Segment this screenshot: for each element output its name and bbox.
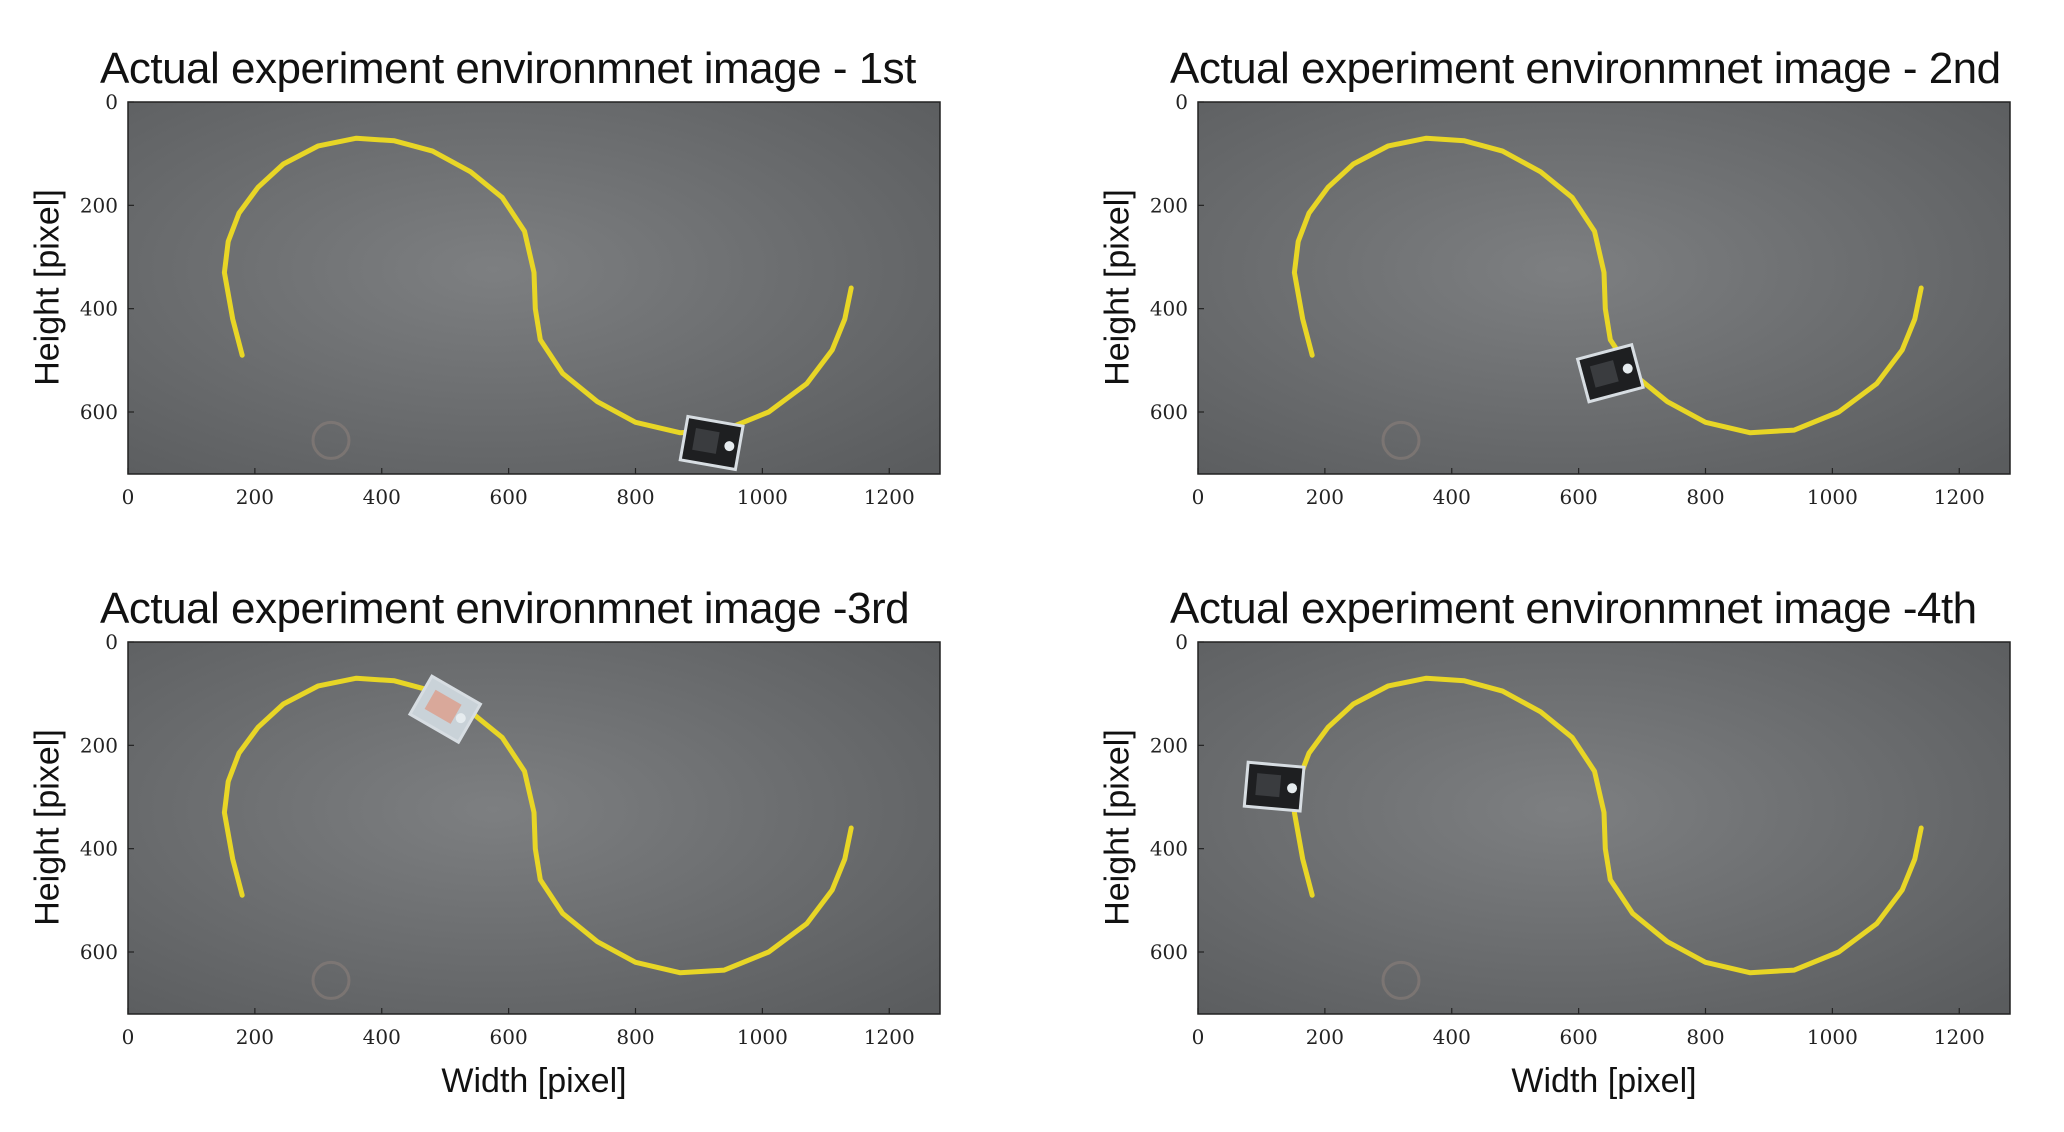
- y-tick-label: 600: [1150, 400, 1188, 424]
- y-tick-label: 200: [1150, 193, 1188, 217]
- axes-frame: [1197, 101, 2011, 475]
- x-tick-label: 400: [1433, 485, 1471, 509]
- robot-vehicle: [1575, 342, 1645, 404]
- yellow-track-line: [221, 675, 854, 976]
- robot-vehicle: [678, 414, 745, 472]
- y-tick-label: 600: [80, 400, 118, 424]
- x-tick-label: 1200: [1934, 485, 1985, 509]
- y-tick-label: 400: [80, 837, 118, 861]
- x-tick-label: 600: [490, 485, 528, 509]
- y-tick-label: 400: [80, 297, 118, 321]
- yellow-track-line: [1291, 135, 1924, 436]
- x-tick-label: 0: [1192, 1025, 1205, 1049]
- panel-title: Actual experiment environmnet image -3rd: [100, 584, 910, 633]
- x-tick-label: 200: [236, 1025, 274, 1049]
- x-tick-label: 0: [122, 485, 135, 509]
- x-tick-label: 400: [363, 485, 401, 509]
- panel-title: Actual experiment environmnet image -4th: [1170, 584, 1977, 633]
- y-tick-label: 600: [1150, 940, 1188, 964]
- x-tick-label: 600: [1560, 485, 1598, 509]
- y-tick-label: 600: [80, 940, 118, 964]
- axes-frame: [1197, 641, 2011, 1015]
- y-tick-label: 0: [105, 630, 118, 654]
- x-axis-label: Width [pixel]: [1511, 1062, 1697, 1100]
- x-tick-label: 800: [1686, 485, 1724, 509]
- y-tick-label: 0: [105, 90, 118, 114]
- x-tick-label: 1200: [864, 1025, 915, 1049]
- drain-cover: [311, 960, 351, 1000]
- x-tick-label: 0: [122, 1025, 135, 1049]
- x-tick-label: 800: [1686, 1025, 1724, 1049]
- x-tick-label: 1000: [1807, 485, 1858, 509]
- drain-cover: [1381, 420, 1421, 460]
- robot-vehicle: [407, 674, 483, 745]
- drain-cover: [1381, 960, 1421, 1000]
- y-tick-label: 0: [1175, 90, 1188, 114]
- drain-cover: [311, 420, 351, 460]
- panel-title: Actual experiment environmnet image - 2n…: [1170, 44, 2001, 93]
- x-tick-label: 800: [616, 485, 654, 509]
- x-tick-label: 200: [236, 485, 274, 509]
- x-tick-label: 400: [363, 1025, 401, 1049]
- x-tick-label: 600: [490, 1025, 528, 1049]
- x-tick-label: 1000: [1807, 1025, 1858, 1049]
- robot-vehicle: [1242, 760, 1306, 813]
- x-axis-label: Width [pixel]: [441, 1062, 627, 1100]
- x-tick-label: 1000: [737, 1025, 788, 1049]
- x-tick-label: 0: [1192, 485, 1205, 509]
- x-tick-label: 400: [1433, 1025, 1471, 1049]
- y-tick-label: 400: [1150, 837, 1188, 861]
- axes-frame: [127, 101, 941, 475]
- x-tick-label: 200: [1306, 485, 1344, 509]
- x-tick-label: 600: [1560, 1025, 1598, 1049]
- x-tick-label: 1200: [864, 485, 915, 509]
- y-tick-label: 200: [80, 733, 118, 757]
- x-tick-label: 200: [1306, 1025, 1344, 1049]
- x-tick-label: 1000: [737, 485, 788, 509]
- y-tick-label: 200: [80, 193, 118, 217]
- x-tick-label: 1200: [1934, 1025, 1985, 1049]
- yellow-track-line: [1291, 675, 1924, 976]
- axes-frame: [127, 641, 941, 1015]
- x-tick-label: 800: [616, 1025, 654, 1049]
- y-tick-label: 200: [1150, 733, 1188, 757]
- yellow-track-line: [221, 135, 854, 436]
- y-tick-label: 0: [1175, 630, 1188, 654]
- panel-title: Actual experiment environmnet image - 1s…: [100, 44, 916, 93]
- y-tick-label: 400: [1150, 297, 1188, 321]
